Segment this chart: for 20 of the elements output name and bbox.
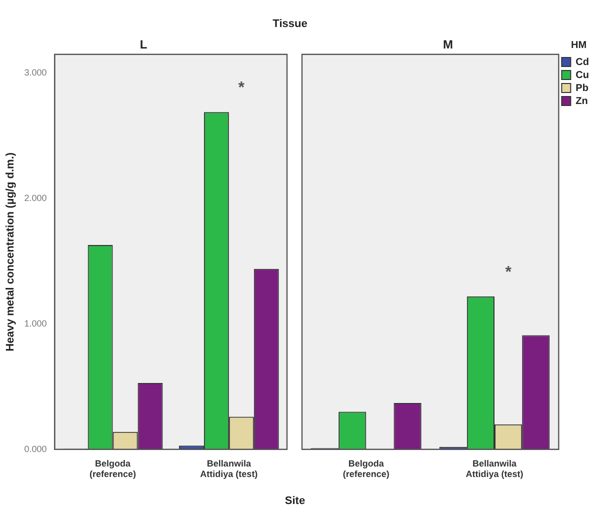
x-tick-label: Belgoda (reference): [90, 458, 136, 480]
annotation: *: [505, 264, 512, 281]
legend-label: Pb: [576, 82, 588, 94]
chart-subtitle: Tissue: [272, 18, 308, 30]
legend-title: HM: [571, 40, 587, 51]
x-tick-label: Belgoda (reference): [342, 458, 390, 480]
chart-title: M: [443, 38, 453, 52]
annotation: *: [238, 79, 246, 96]
y-axis-title: Heavy metal concentration (µg/g d.m.): [4, 152, 17, 352]
chart-title: L: [140, 38, 148, 52]
legend-label: Cu: [576, 70, 590, 81]
x-tick-label: Bellanwila Attidiya (test): [466, 458, 524, 480]
legend-label: Zn: [576, 96, 588, 107]
y-tick-label: 0.000: [24, 444, 47, 454]
y-tick-label: 2.000: [24, 193, 47, 204]
y-tick-label: 1.000: [24, 318, 47, 328]
x-axis-title: Site: [284, 495, 306, 507]
y-tick-label: 3.000: [24, 68, 47, 78]
legend-label: Cd: [576, 56, 590, 68]
x-tick-label: Bellanwila Attidiya (test): [200, 458, 258, 480]
